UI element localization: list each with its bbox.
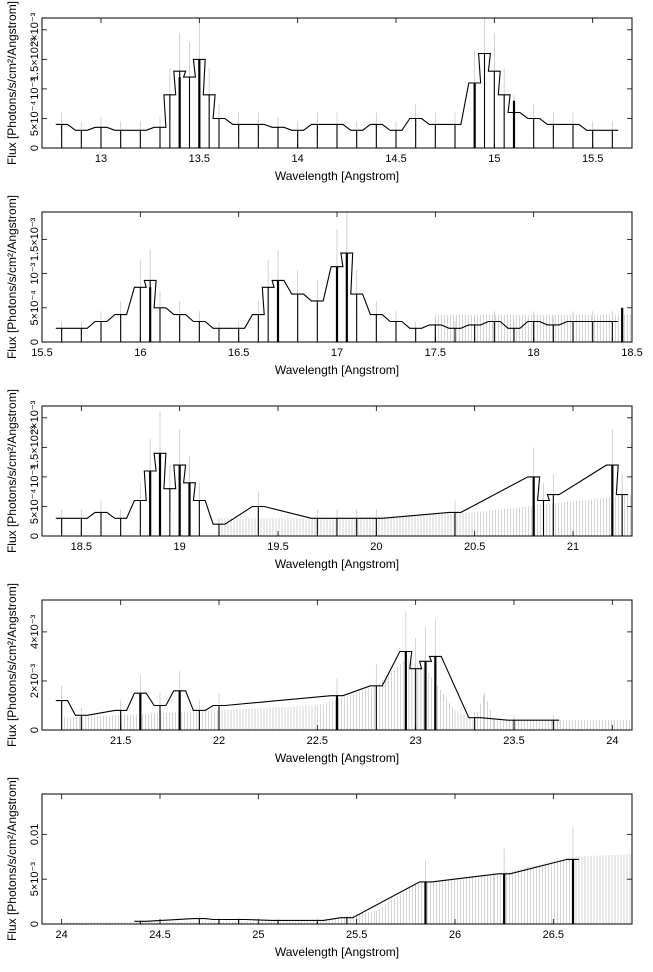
y-tick-label: 5×10⁻⁴ xyxy=(29,290,41,326)
chart-panel-3: 18.5 19 19.5 20 20.5 21 0 5×10⁻⁴10⁻³1.5×10⁻³2×1… xyxy=(5,389,633,571)
x-tick-label: 16 xyxy=(134,347,146,359)
y-tick-label: 0 xyxy=(29,339,41,345)
x-tick-label: 14.5 xyxy=(385,153,406,165)
x-axis-label: Wavelength [Angstrom] xyxy=(275,945,399,959)
y-tick-label: 1.5×10⁻³ xyxy=(29,217,41,261)
error-band xyxy=(61,854,631,924)
x-tick-label: 14 xyxy=(292,153,304,165)
x-axis-label: Wavelength [Angstrom] xyxy=(275,557,399,571)
x-tick-label: 25 xyxy=(252,929,264,941)
plot-frame xyxy=(41,599,633,731)
spectrum-line xyxy=(55,252,619,329)
y-tick-label: 10⁻³ xyxy=(29,466,41,488)
y-axis-label: Flux [Photons/s/cm²/Angstrom] xyxy=(5,195,19,359)
y-axis-label: Flux [Photons/s/cm²/Angstrom] xyxy=(5,583,19,747)
x-tick-label: 15 xyxy=(488,153,500,165)
x-tick-label: 24 xyxy=(56,929,68,941)
y-tick-label: 2×10⁻³ xyxy=(29,12,41,47)
y-tick-label: 0 xyxy=(29,921,41,927)
plot-frame xyxy=(41,17,633,149)
x-tick-label: 15.5 xyxy=(582,153,603,165)
y-axis-label: Flux [Photons/s/cm²/Angstrom] xyxy=(5,389,19,553)
y-tick-label: 1.5×10⁻³ xyxy=(29,37,41,81)
spectrum-line xyxy=(134,858,579,922)
error-bars xyxy=(139,827,574,923)
y-tick-label: 5×10⁻³ xyxy=(29,862,41,897)
y-axis-label: Flux [Photons/s/cm²/Angstrom] xyxy=(5,1,19,165)
x-tick-label: 17 xyxy=(331,347,343,359)
x-tick-label: 24.5 xyxy=(149,929,170,941)
chart-panel-4: 21.5 22 22.5 23 23.5 24 0 2×10⁻³ 4×10⁻³ Wavelengt… xyxy=(5,583,633,765)
x-tick-label: 22 xyxy=(213,735,225,747)
error-band xyxy=(218,494,632,536)
chart-panel-2: 15.5 16 16.5 17 17.5 18 18.5 0 5×10⁻⁴ 10⁻³1.5×10⁻… xyxy=(5,195,643,377)
x-tick-label: 18 xyxy=(528,347,540,359)
y-tick-label: 10⁻³ xyxy=(29,262,41,284)
plot-frame xyxy=(41,405,633,537)
x-tick-label: 19.5 xyxy=(267,541,288,553)
y-axis-label: Flux [Photons/s/cm²/Angstrom] xyxy=(5,777,19,941)
spectrum-line xyxy=(55,52,619,131)
x-tick-label: 21.5 xyxy=(110,735,131,747)
x-tick-label: 20.5 xyxy=(464,541,485,553)
spectrum-line xyxy=(55,452,629,525)
x-tick-label: 15.5 xyxy=(31,347,52,359)
y-tick-label: 5×10⁻⁴ xyxy=(29,489,41,525)
x-tick-label: 17.5 xyxy=(425,347,446,359)
error-band xyxy=(434,314,631,342)
error-bars xyxy=(61,18,613,140)
x-tick-label: 25.5 xyxy=(346,929,367,941)
x-tick-label: 26.5 xyxy=(543,929,564,941)
y-tick-label: 0 xyxy=(29,533,41,539)
x-axis-label: Wavelength [Angstrom] xyxy=(275,169,399,183)
y-tick-label: 4×10⁻³ xyxy=(29,614,41,649)
y-tick-label: 2×10⁻³ xyxy=(29,400,41,435)
x-tick-label: 23 xyxy=(410,735,422,747)
x-tick-label: 13.5 xyxy=(189,153,210,165)
chart-panel-5: 24 24.5 25 25.5 26 26.5 0 5×10⁻³ 0.01 Wavelength … xyxy=(5,777,633,959)
x-tick-label: 26 xyxy=(449,929,461,941)
x-tick-label: 20 xyxy=(370,541,382,553)
chart-panel-1: 13 13.5 14 14.5 15 15.5 0 5×10⁻⁴10⁻³1.5×10⁻³2×1… xyxy=(5,1,633,183)
x-tick-label: 22.5 xyxy=(307,735,328,747)
x-axis-label: Wavelength [Angstrom] xyxy=(275,751,399,765)
x-tick-label: 18.5 xyxy=(71,541,92,553)
x-axis-label: Wavelength [Angstrom] xyxy=(275,363,399,377)
x-tick-label: 23.5 xyxy=(503,735,524,747)
y-tick-label: 0.01 xyxy=(29,824,41,845)
y-tick-label: 1.5×10⁻³ xyxy=(29,425,41,469)
x-tick-label: 19 xyxy=(174,541,186,553)
x-tick-label: 18.5 xyxy=(621,347,642,359)
plot-frame xyxy=(41,793,633,925)
x-tick-label: 24 xyxy=(606,735,618,747)
x-tick-label: 21 xyxy=(567,541,579,553)
y-tick-label: 0 xyxy=(29,145,41,151)
error-bars xyxy=(61,612,554,726)
x-tick-label: 16.5 xyxy=(228,347,249,359)
y-tick-label: 10⁻³ xyxy=(29,78,41,100)
y-tick-label: 2×10⁻³ xyxy=(29,663,41,698)
x-tick-label: 13 xyxy=(95,153,107,165)
y-tick-label: 0 xyxy=(29,727,41,733)
y-tick-label: 5×10⁻⁴ xyxy=(29,101,41,137)
